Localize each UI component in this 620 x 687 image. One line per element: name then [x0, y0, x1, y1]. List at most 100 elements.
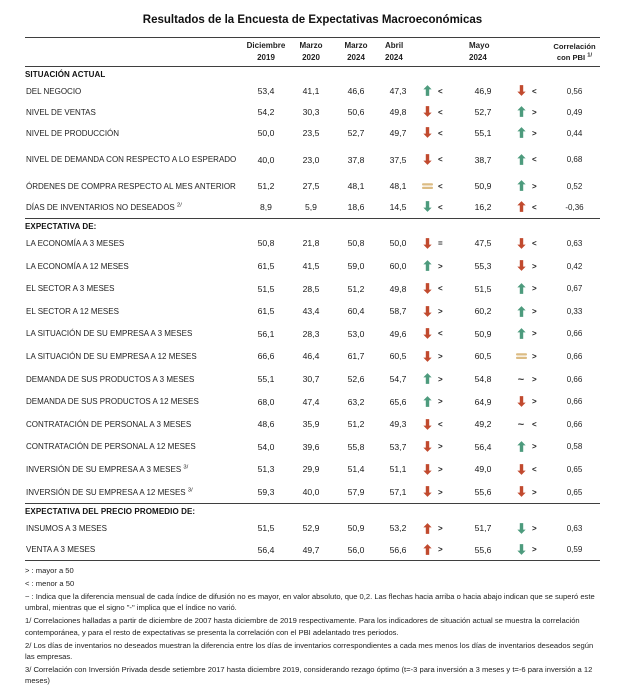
mayo-comparator: > — [532, 351, 537, 361]
row-label: LA SITUACIÓN DE SU EMPRESA A 12 MESES — [26, 351, 197, 361]
down-arrow-icon — [516, 396, 526, 407]
up-arrow-icon — [516, 305, 526, 317]
col-header-year: 2019 — [257, 52, 275, 62]
correlation-value: 0,65 — [566, 487, 583, 497]
value-cell: 50,8 — [347, 238, 365, 249]
correlation-value: 0,52 — [566, 181, 583, 191]
mayo-indicator — [511, 123, 531, 144]
value-cell: 27,5 — [302, 181, 320, 192]
down-arrow-icon — [422, 486, 432, 498]
table-row: LA SITUACIÓN DE SU EMPRESA A 12 MESES 66,… — [25, 345, 600, 368]
abril-indicator — [417, 458, 437, 481]
mayo-comparator: > — [532, 306, 537, 316]
correlation-value: 0,44 — [566, 128, 583, 138]
footnote-marker: 3/ — [183, 464, 189, 471]
value-cell: 28,3 — [302, 328, 320, 339]
row-label: INVERSIÓN DE SU EMPRESA A 3 MESES 3/ — [26, 464, 189, 474]
value-cell: 51,5 — [257, 523, 275, 534]
down-arrow-icon — [516, 522, 526, 534]
mayo-value: 51,7 — [474, 523, 492, 534]
table-row: VENTA A 3 MESES 56,4 49,7 56,0 56,6 >55,6 >0,5… — [25, 539, 600, 561]
value-cell: 56,4 — [257, 544, 275, 555]
mayo-value: 50,9 — [474, 181, 492, 192]
correlation-value: 0,68 — [566, 155, 583, 165]
abril-indicator — [417, 300, 437, 323]
table-header: Diciembre 2019 Marzo 2020 Marzo 2024 Abril 2… — [25, 37, 600, 67]
value-cell: 46,4 — [302, 351, 320, 362]
value-cell: 52,6 — [347, 374, 365, 385]
equal-icon — [515, 353, 527, 360]
down-arrow-icon — [516, 543, 526, 555]
down-arrow-icon — [422, 418, 432, 430]
mayo-comparator: > — [532, 397, 537, 407]
footnote-marker: 1/ — [587, 52, 593, 59]
abril-value: 49,8 — [389, 283, 407, 294]
table-row: CONTRATACIÓN DE PERSONAL A 3 MESES 48,6 35… — [25, 413, 600, 436]
mayo-indicator — [511, 300, 531, 323]
abril-indicator — [417, 368, 437, 391]
down-arrow-icon — [422, 463, 432, 475]
abril-comparator: < — [438, 329, 443, 339]
row-label: NIVEL DE DEMANDA CON RESPECTO A LO ESPER… — [26, 155, 237, 165]
abril-value: 50,0 — [389, 238, 407, 249]
abril-value: 60,5 — [389, 351, 407, 362]
value-cell: 5,9 — [305, 202, 317, 213]
up-arrow-icon — [516, 154, 526, 165]
table-row: INSUMOS A 3 MESES 51,5 52,9 50,9 53,2 >51,7 >0… — [25, 518, 600, 539]
mayo-comparator: > — [532, 261, 537, 271]
value-cell: 54,0 — [257, 441, 275, 452]
row-label: CONTRATACIÓN DE PERSONAL A 12 MESES — [26, 442, 196, 452]
value-cell: 8,9 — [260, 202, 272, 213]
section-header: SITUACIÓN ACTUAL — [25, 70, 106, 80]
value-cell: 40,0 — [257, 154, 275, 165]
up-arrow-icon — [516, 127, 526, 139]
footnote-1: 1/ Correlaciones halladas a partir de di… — [25, 616, 580, 637]
value-cell: 61,5 — [257, 261, 275, 272]
correlation-value: 0,63 — [566, 523, 583, 533]
mayo-value: 54,8 — [474, 374, 492, 385]
down-arrow-icon — [422, 127, 432, 139]
row-label: INSUMOS A 3 MESES — [26, 523, 107, 533]
row-label: NIVEL DE PRODUCCIÓN — [26, 128, 120, 138]
value-cell: 18,6 — [347, 202, 365, 213]
abril-comparator: = — [438, 238, 443, 248]
up-arrow-icon — [422, 522, 432, 534]
row-label: EL SECTOR A 3 MESES — [26, 284, 115, 294]
down-arrow-icon — [422, 201, 432, 213]
value-cell: 52,9 — [302, 523, 320, 534]
col-header-month: Abril — [385, 41, 404, 50]
col-header-year: 2024 — [469, 52, 487, 62]
mayo-indicator: ~ — [511, 413, 531, 436]
abril-indicator — [417, 144, 437, 171]
legend-menor-50: < : menor a 50 — [25, 579, 75, 589]
mayo-comparator: < — [532, 238, 537, 248]
abril-comparator: > — [438, 374, 443, 384]
value-cell: 23,5 — [302, 128, 320, 139]
abril-value: 49,8 — [389, 107, 407, 118]
down-arrow-icon — [422, 350, 432, 362]
correlation-value: 0,66 — [566, 397, 583, 407]
row-label: INVERSIÓN DE SU EMPRESA A 12 MESES 3/ — [26, 486, 193, 497]
value-cell: 53,0 — [347, 328, 365, 339]
col-header-year: 2024 — [385, 52, 403, 62]
abril-value: 58,7 — [389, 306, 407, 317]
mayo-indicator — [511, 197, 531, 219]
abril-comparator: > — [438, 442, 443, 452]
abril-indicator — [417, 436, 437, 459]
section-header: EXPECTATIVA DEL PRECIO PROMEDIO DE: — [25, 507, 196, 517]
mayo-indicator: ~ — [511, 368, 531, 391]
abril-value: 49,7 — [389, 128, 407, 139]
mayo-value: 56,4 — [474, 441, 492, 452]
row-label: NIVEL DE VENTAS — [26, 107, 96, 117]
page-title: Resultados de la Encuesta de Expectativa… — [142, 14, 483, 26]
value-cell: 23,0 — [302, 154, 320, 165]
up-arrow-icon — [422, 260, 432, 272]
value-cell: 50,8 — [257, 238, 275, 249]
value-cell: 39,6 — [302, 441, 320, 452]
down-arrow-icon — [422, 328, 432, 340]
value-cell: 59,0 — [347, 261, 365, 272]
mayo-indicator — [511, 518, 531, 539]
correlation-value: 0,33 — [566, 306, 583, 316]
value-cell: 68,0 — [257, 396, 275, 407]
abril-indicator — [417, 81, 437, 102]
